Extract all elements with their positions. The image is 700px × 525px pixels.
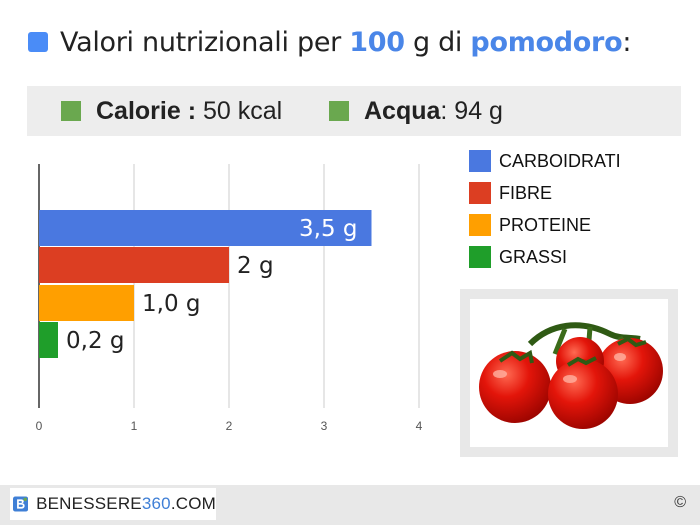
copyright-symbol: © <box>674 494 686 511</box>
brand-prefix: BENESSERE <box>36 494 142 513</box>
bar-data-label: 1,0 g <box>142 291 201 317</box>
x-tick-label: 4 <box>416 419 423 433</box>
title-prefix: Valori nutrizionali per <box>60 26 350 58</box>
title-unit: g di <box>404 26 471 58</box>
calorie-value: 50 kcal <box>196 96 283 125</box>
brand-number: 360 <box>141 494 171 513</box>
brand-suffix: .COM <box>170 494 216 513</box>
legend-item-fibre: FIBRE <box>469 182 621 204</box>
stats-bar: Calorie : 50 kcal Acqua: 94 g <box>27 86 681 136</box>
legend-swatch <box>469 150 491 172</box>
legend-label: FIBRE <box>499 182 553 203</box>
legend-item-grassi: GRASSI <box>469 246 621 268</box>
legend-label: PROTEINE <box>499 214 592 235</box>
bar-data-label: 2 g <box>237 253 274 279</box>
brand-logo[interactable]: BENESSERE 360 .COM <box>10 488 216 520</box>
x-tick-label: 0 <box>36 419 43 433</box>
legend-swatch <box>469 182 491 204</box>
page-title: Valori nutrizionali per 100 g di pomodor… <box>28 22 631 62</box>
bar-carboidrati <box>39 210 372 246</box>
bar-fibre <box>39 247 229 283</box>
footer: BENESSERE 360 .COM © <box>0 485 700 525</box>
chart-legend: CARBOIDRATI FIBRE PROTEINE GRASSI <box>469 150 621 278</box>
bar-grassi <box>39 322 58 358</box>
x-tick-label: 1 <box>131 419 138 433</box>
nutrient-bar-chart: 0 1 2 3 4 3,5 g 2 g 1,0 g 0,2 g <box>36 164 423 433</box>
acqua-stat: Acqua: 94 g <box>329 86 503 136</box>
legend-label: CARBOIDRATI <box>499 150 621 171</box>
acqua-value: : 94 g <box>440 96 503 125</box>
legend-label: GRASSI <box>499 246 568 267</box>
legend-item-proteine: PROTEINE <box>469 214 621 236</box>
calorie-square-icon <box>61 101 81 121</box>
title-suffix: : <box>622 26 632 58</box>
legend-swatch <box>469 246 491 268</box>
tomato-photo <box>470 299 668 447</box>
bar-data-label: 3,5 g <box>299 216 358 242</box>
tomato-photo-frame <box>460 289 678 457</box>
legend-swatch <box>469 214 491 236</box>
title-food: pomodoro <box>470 26 623 58</box>
x-tick-label: 3 <box>321 419 328 433</box>
bar-data-label: 0,2 g <box>66 328 125 354</box>
brand-b-icon <box>13 496 29 512</box>
tomato-illustration <box>479 322 663 429</box>
legend-item-carboidrati: CARBOIDRATI <box>469 150 621 172</box>
title-quantity: 100 <box>349 26 405 58</box>
bar-proteine <box>39 285 134 321</box>
acqua-square-icon <box>329 101 349 121</box>
calorie-label: Calorie : <box>96 96 197 125</box>
x-tick-label: 2 <box>226 419 233 433</box>
calorie-stat: Calorie : 50 kcal <box>61 86 282 136</box>
acqua-label: Acqua <box>364 96 441 125</box>
title-square-icon <box>28 32 48 52</box>
